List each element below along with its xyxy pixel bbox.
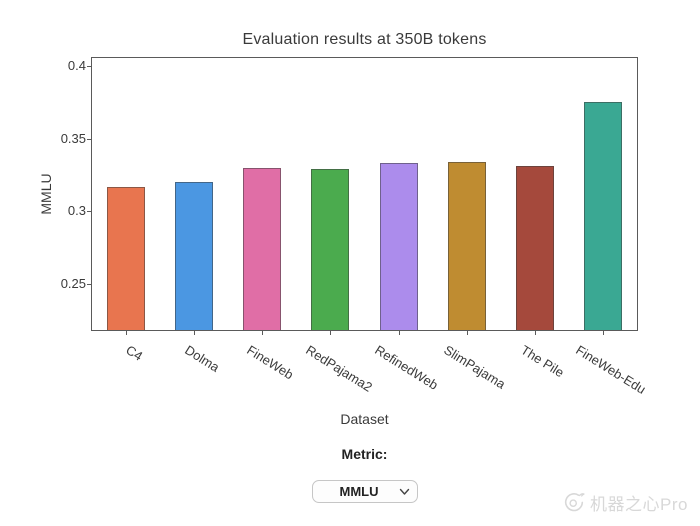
watermark: 机器之心Pro xyxy=(562,489,688,515)
metric-select-wrap: MMLU xyxy=(312,480,418,503)
chart-title: Evaluation results at 350B tokens xyxy=(242,31,487,48)
bar-the-pile xyxy=(515,166,554,330)
x-tick-label-the-pile: The Pile xyxy=(518,342,568,381)
y-tick-mark xyxy=(87,138,92,140)
x-tick-mark xyxy=(262,331,264,335)
x-tick-label-fineweb: FineWeb xyxy=(244,342,297,383)
bar-fineweb-edu xyxy=(583,102,622,330)
synced-logo-icon xyxy=(564,493,585,512)
x-tick-label-dolma: Dolma xyxy=(182,342,223,375)
y-tick-label: 0.3 xyxy=(67,203,86,219)
y-tick-mark xyxy=(87,284,92,286)
x-tick-label-slimpajama: SlimPajama xyxy=(441,342,509,392)
metric-select[interactable]: MMLU xyxy=(312,480,418,503)
y-tick-mark xyxy=(87,66,92,67)
bar-fineweb xyxy=(243,167,282,330)
x-tick-label-redpajama2: RedPajama2 xyxy=(302,342,375,395)
x-tick-label-refinedweb: RefinedWeb xyxy=(372,342,442,393)
plot-area xyxy=(91,57,638,331)
x-axis-title: Dataset xyxy=(340,411,389,427)
bar-dolma xyxy=(175,182,214,330)
bar-redpajama2 xyxy=(311,169,350,330)
x-tick-mark xyxy=(534,331,536,335)
y-tick-label: 0.35 xyxy=(60,130,86,146)
bar-c4 xyxy=(107,186,146,330)
y-tick-label: 0.25 xyxy=(60,276,86,292)
x-tick-mark xyxy=(398,331,400,335)
bar-slimpajama xyxy=(447,162,486,330)
x-tick-label-c4: C4 xyxy=(123,342,146,364)
x-tick-mark xyxy=(194,331,196,335)
x-tick-mark xyxy=(602,331,604,335)
x-tick-mark xyxy=(330,331,332,335)
x-tick-mark xyxy=(126,331,128,335)
bar-refinedweb xyxy=(379,163,418,330)
x-tick-label-fineweb-edu: FineWeb-Edu xyxy=(573,342,649,397)
metric-label: Metric: xyxy=(341,446,388,462)
y-tick-mark xyxy=(87,211,92,213)
watermark-text: 机器之心Pro xyxy=(590,494,688,514)
y-tick-label: 0.4 xyxy=(67,58,86,73)
x-tick-mark xyxy=(466,331,468,335)
